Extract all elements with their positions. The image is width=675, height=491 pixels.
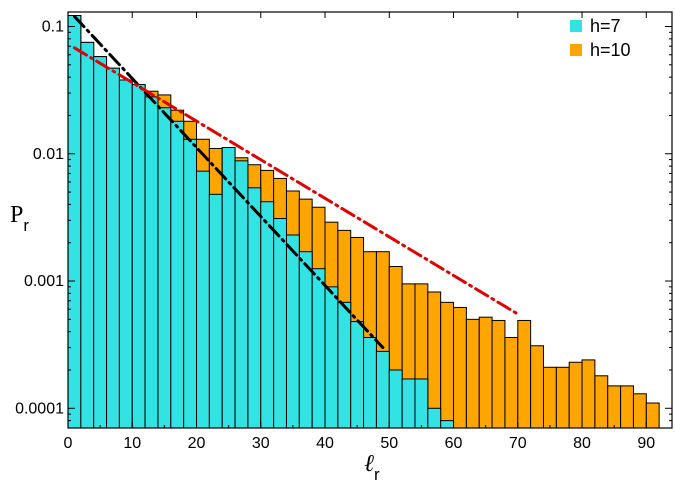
x-tick-label-10: 10 (123, 435, 141, 452)
y-tick-label-0: 0.1 (42, 19, 64, 36)
legend-swatch-1 (570, 20, 582, 32)
bar-h7-17 (285, 234, 300, 429)
bar-h10-35 (517, 319, 532, 429)
x-tick-label-70: 70 (509, 435, 527, 452)
bar-h10-41 (594, 375, 609, 429)
bar-h7-19 (311, 268, 326, 429)
fit-line-1 (72, 14, 385, 350)
bar-h7-5 (131, 84, 146, 429)
bar-h10-37 (542, 366, 557, 429)
x-tick-label-30: 30 (252, 435, 270, 452)
legend-label-2: h=10 (590, 40, 631, 60)
x-axis: 0 10 20 30 40 50 60 70 80 90 (64, 12, 655, 452)
bar-h7-28 (427, 407, 442, 429)
bar-h10-34 (504, 336, 519, 429)
x-tick-label-20: 20 (188, 435, 206, 452)
bar-h7-6 (144, 96, 159, 429)
y-tick-label-2: 0.001 (24, 273, 64, 290)
bar-h7-14 (247, 187, 262, 429)
bar-h10-33 (491, 319, 506, 429)
legend-label-1: h=7 (590, 16, 621, 36)
bar-h7-10 (196, 170, 210, 429)
bar-h7-1 (80, 41, 95, 429)
bar-h7-7 (157, 107, 172, 429)
y-axis-label-sub: r (23, 216, 29, 235)
bar-h7-21 (337, 301, 352, 429)
fit-line-2 (72, 46, 520, 316)
bar-h10-31 (465, 318, 480, 429)
bar-h10-36 (530, 345, 544, 429)
bar-h7-27 (414, 378, 429, 429)
y-axis-label: Pr (10, 202, 29, 235)
bar-h10-45 (645, 402, 660, 429)
bar-h7-23 (363, 336, 377, 429)
bar-h7-29 (440, 420, 455, 429)
y-tick-label-3: 0.0001 (15, 400, 64, 417)
bar-h7-4 (118, 79, 133, 429)
legend: h=7 h=10 (570, 16, 631, 60)
x-axis-label-sub: r (374, 465, 380, 484)
x-axis-label-main: ℓ (364, 451, 374, 477)
bar-h10-40 (581, 359, 596, 429)
bar-h10-28 (427, 291, 442, 429)
bar-h10-42 (607, 385, 622, 429)
y-axis-label-main: P (10, 202, 23, 228)
bar-h7-18 (298, 251, 313, 429)
x-tick-label-50: 50 (380, 435, 398, 452)
bar-h7-26 (401, 378, 416, 429)
bar-h7-24 (375, 350, 390, 429)
bar-h7-25 (388, 369, 403, 429)
bar-h10-29 (440, 301, 455, 429)
bar-h7-16 (273, 217, 287, 429)
bar-h10-32 (478, 316, 493, 429)
bar-h7-3 (106, 67, 120, 429)
bar-h7-2 (93, 56, 108, 429)
bar-h7-15 (260, 201, 275, 429)
bar-h7-9 (183, 138, 198, 429)
x-axis-label: ℓr (364, 451, 380, 484)
bar-h7-20 (324, 286, 339, 429)
legend-swatch-2 (570, 44, 582, 56)
bar-h10-43 (620, 385, 634, 429)
x-tick-label-0: 0 (64, 435, 73, 452)
bar-h10-38 (555, 366, 570, 429)
bar-h7-22 (350, 321, 365, 429)
x-tick-label-60: 60 (445, 435, 463, 452)
bar-h7-12 (221, 147, 236, 429)
y-axis: 0.1 0.01 0.001 0.0001 (15, 19, 672, 429)
bar-h10-39 (568, 361, 583, 429)
fit-lines-layer (72, 14, 520, 350)
x-tick-label-40: 40 (316, 435, 334, 452)
bar-h10-44 (632, 393, 647, 429)
bar-h10-30 (453, 306, 467, 429)
x-tick-label-80: 80 (573, 435, 591, 452)
x-tick-label-90: 90 (637, 435, 655, 452)
y-tick-label-1: 0.01 (33, 146, 64, 163)
bar-h7-11 (208, 193, 223, 429)
bar-h7-8 (170, 120, 185, 429)
